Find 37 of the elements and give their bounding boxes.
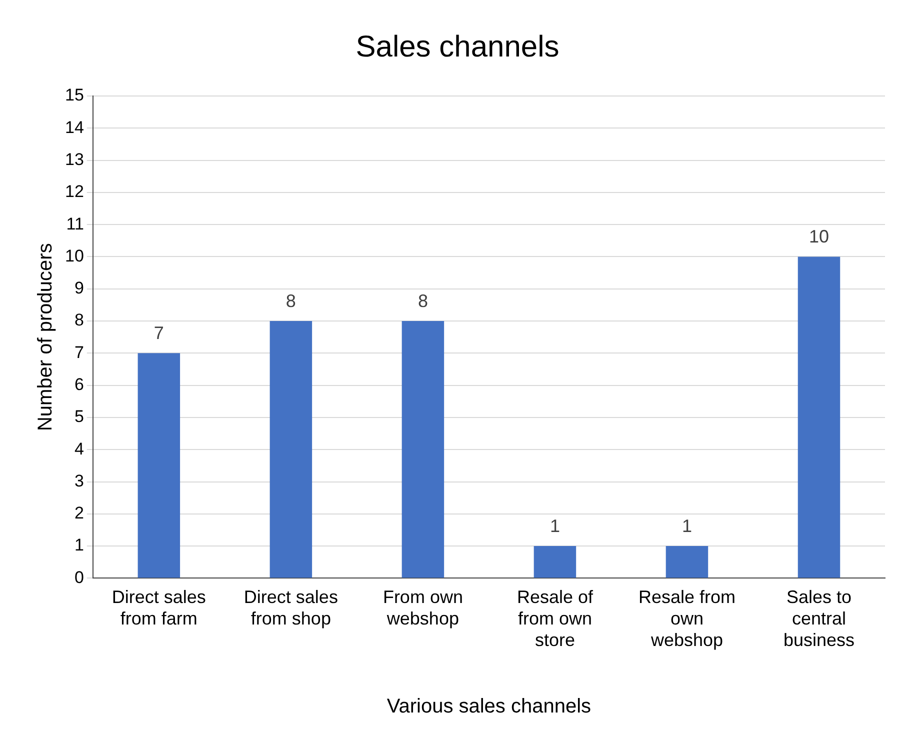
y-tick-label: 7 [74, 342, 84, 362]
data-label: 1 [550, 516, 560, 536]
x-tick-label: Direct sales from shop [244, 586, 338, 629]
y-tick-label: 10 [64, 246, 84, 266]
x-tick-label: Resale from own webshop [638, 586, 736, 650]
y-tick-label: 9 [74, 278, 84, 298]
x-tick-label: From own webshop [382, 586, 463, 629]
data-label: 8 [418, 290, 428, 311]
bar [138, 353, 180, 578]
y-tick-label: 1 [74, 536, 84, 555]
y-tick-label: 15 [64, 86, 84, 105]
y-axis-title: Number of producers [34, 243, 57, 432]
bar [798, 256, 840, 578]
y-tick-label: 14 [64, 118, 84, 137]
x-axis-title: Various sales channels [386, 696, 592, 718]
y-tick-label: 4 [74, 439, 84, 458]
bar [666, 546, 708, 578]
bar [534, 546, 576, 578]
y-tick-label: 13 [64, 150, 84, 169]
y-tick-label: 5 [74, 407, 84, 426]
y-tick-label: 8 [74, 310, 84, 330]
y-tick-label: 12 [64, 182, 84, 202]
data-label: 8 [286, 290, 296, 311]
x-tick-label: Sales to central business [783, 586, 855, 650]
y-tick-label: 11 [66, 214, 84, 234]
y-tick-label: 6 [74, 375, 84, 394]
data-label: 1 [682, 516, 692, 536]
y-tick-label: 3 [74, 471, 84, 490]
x-tick-label: Resale of from own store [516, 586, 594, 650]
data-label: 7 [154, 323, 164, 344]
y-tick-label: 0 [74, 568, 84, 587]
bar [402, 321, 444, 578]
chart-title: Sales channels [356, 30, 560, 64]
bar [270, 321, 312, 578]
x-tick-label: Direct sales from farm [112, 586, 206, 629]
data-label: 10 [808, 226, 830, 247]
y-tick-label: 2 [74, 504, 84, 523]
